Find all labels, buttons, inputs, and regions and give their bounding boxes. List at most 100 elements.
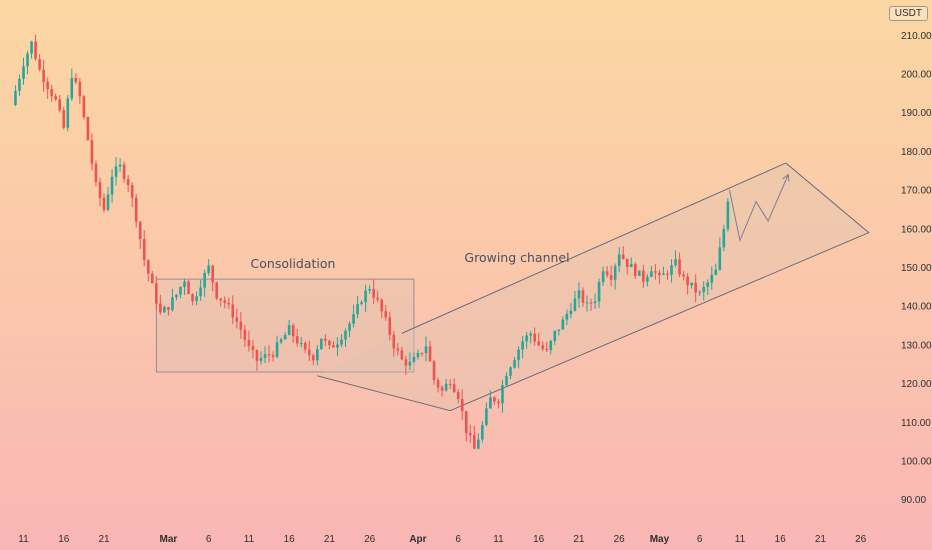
candle[interactable]: [569, 302, 573, 319]
candle[interactable]: [545, 341, 549, 353]
candle[interactable]: [179, 286, 182, 299]
candle[interactable]: [332, 341, 335, 348]
candle[interactable]: [662, 266, 665, 276]
candle[interactable]: [726, 198, 730, 232]
candle[interactable]: [629, 257, 633, 268]
candle[interactable]: [674, 250, 677, 268]
candle[interactable]: [320, 338, 323, 350]
candle[interactable]: [360, 300, 363, 306]
candle[interactable]: [155, 276, 158, 311]
candle[interactable]: [372, 279, 375, 304]
candle[interactable]: [589, 298, 593, 312]
candle[interactable]: [324, 334, 327, 347]
candle[interactable]: [171, 288, 174, 312]
candle[interactable]: [380, 298, 384, 319]
candle[interactable]: [279, 337, 283, 345]
candle[interactable]: [90, 133, 94, 171]
candle[interactable]: [601, 266, 605, 286]
candle[interactable]: [686, 273, 689, 295]
candle[interactable]: [485, 402, 488, 427]
candle[interactable]: [114, 157, 118, 186]
candle[interactable]: [138, 220, 142, 249]
candle[interactable]: [613, 263, 617, 290]
candle[interactable]: [577, 282, 581, 308]
candle[interactable]: [670, 259, 673, 283]
candle[interactable]: [682, 270, 685, 281]
candle[interactable]: [66, 95, 70, 132]
candle[interactable]: [243, 324, 247, 347]
candle[interactable]: [215, 281, 218, 301]
candle[interactable]: [78, 77, 82, 104]
candle[interactable]: [710, 266, 714, 290]
candle[interactable]: [348, 321, 351, 338]
candle[interactable]: [299, 337, 303, 348]
candle[interactable]: [400, 346, 404, 361]
candle[interactable]: [62, 106, 66, 130]
candle[interactable]: [549, 339, 553, 355]
candle[interactable]: [307, 340, 311, 362]
candle[interactable]: [42, 60, 45, 92]
candle[interactable]: [344, 328, 347, 347]
candle[interactable]: [283, 331, 287, 340]
candle[interactable]: [412, 352, 416, 363]
candle[interactable]: [187, 279, 190, 295]
candle[interactable]: [537, 332, 540, 347]
candle[interactable]: [122, 161, 126, 183]
candle[interactable]: [207, 259, 210, 276]
candle[interactable]: [74, 73, 78, 85]
candle[interactable]: [452, 378, 456, 394]
candle[interactable]: [625, 258, 629, 275]
candle[interactable]: [235, 308, 239, 329]
candle[interactable]: [82, 94, 86, 120]
consolidation-box[interactable]: [155, 278, 415, 373]
candle[interactable]: [541, 341, 545, 352]
candle[interactable]: [142, 230, 146, 267]
candle[interactable]: [384, 305, 388, 321]
candle[interactable]: [46, 77, 49, 99]
candle[interactable]: [436, 377, 440, 393]
candle[interactable]: [605, 266, 609, 278]
candle[interactable]: [396, 343, 400, 356]
candle[interactable]: [420, 352, 424, 357]
candle[interactable]: [581, 287, 585, 307]
candle[interactable]: [328, 339, 331, 350]
candle[interactable]: [718, 237, 722, 271]
candle[interactable]: [553, 330, 557, 345]
candle[interactable]: [424, 336, 428, 362]
candle[interactable]: [86, 116, 90, 141]
candle[interactable]: [22, 57, 25, 85]
candle[interactable]: [303, 341, 307, 354]
candle[interactable]: [521, 336, 524, 359]
candle[interactable]: [191, 293, 194, 306]
candle[interactable]: [58, 95, 62, 113]
candle[interactable]: [364, 284, 367, 313]
candle[interactable]: [151, 270, 154, 284]
candle[interactable]: [694, 274, 697, 303]
candle[interactable]: [275, 335, 279, 359]
candle[interactable]: [30, 40, 33, 59]
candle[interactable]: [621, 245, 625, 260]
candle[interactable]: [227, 297, 231, 309]
candle[interactable]: [464, 411, 468, 442]
candle[interactable]: [666, 270, 669, 280]
candle[interactable]: [183, 278, 186, 295]
candle[interactable]: [175, 294, 178, 301]
candle[interactable]: [428, 340, 432, 362]
candle[interactable]: [678, 252, 681, 278]
candle[interactable]: [505, 372, 508, 387]
candle[interactable]: [231, 295, 235, 325]
candle[interactable]: [617, 247, 621, 273]
candle[interactable]: [94, 160, 98, 187]
candle[interactable]: [634, 262, 637, 279]
projection-path[interactable]: [728, 174, 789, 243]
candle[interactable]: [126, 175, 130, 192]
consolidation-label[interactable]: Consolidation: [251, 256, 336, 271]
candle[interactable]: [26, 50, 29, 75]
candle[interactable]: [376, 290, 379, 303]
candle[interactable]: [340, 334, 343, 348]
candle[interactable]: [468, 424, 472, 443]
candle[interactable]: [517, 346, 520, 369]
candle[interactable]: [593, 293, 597, 309]
candle[interactable]: [658, 269, 661, 284]
